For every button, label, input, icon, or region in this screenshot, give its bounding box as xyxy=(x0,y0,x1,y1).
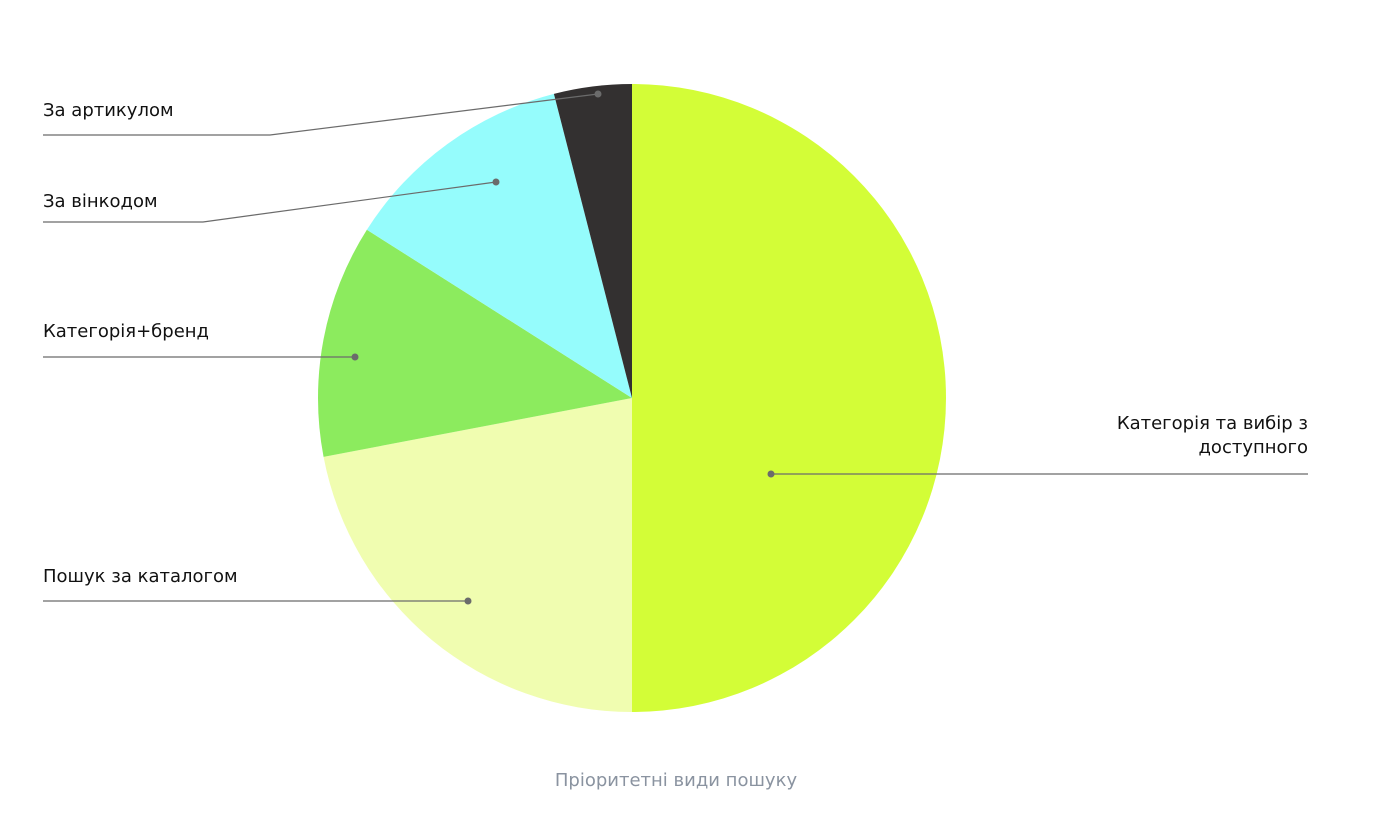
chart-title: Пріоритетні види пошуку xyxy=(554,770,798,791)
pie-slice xyxy=(317,229,632,457)
pie-slice xyxy=(366,93,632,398)
pie-slice xyxy=(632,84,946,712)
leader-dot xyxy=(594,90,602,98)
slice-label: За вінкодом xyxy=(43,191,158,212)
slice-label: За артикулом xyxy=(43,100,174,121)
leader-dot xyxy=(464,597,472,605)
slice-label: Категорія та вибір з доступного xyxy=(1116,413,1308,458)
slice-label: Пошук за каталогом xyxy=(43,566,238,587)
pie-slice xyxy=(553,84,632,398)
leader-dot xyxy=(351,353,359,361)
leader-line xyxy=(43,93,599,136)
leader-dot xyxy=(767,470,775,478)
pie-slice xyxy=(323,398,632,712)
leader-line xyxy=(43,181,497,223)
leader-dot xyxy=(492,178,500,186)
slice-label: Категорія+бренд xyxy=(43,321,209,342)
